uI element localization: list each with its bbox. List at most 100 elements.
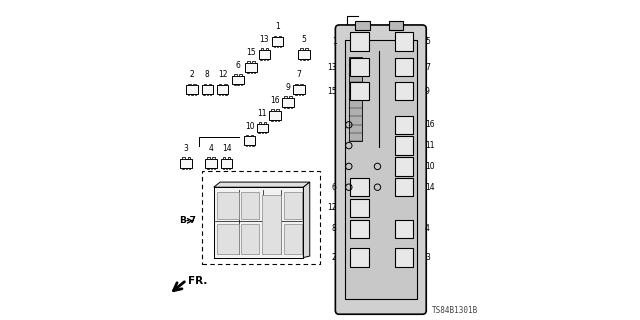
- Text: 11: 11: [425, 141, 435, 150]
- Bar: [246, 145, 247, 146]
- Text: 8: 8: [205, 70, 210, 79]
- Bar: [193, 84, 196, 85]
- Bar: [241, 224, 259, 254]
- Text: 3: 3: [184, 144, 189, 153]
- Bar: [180, 159, 192, 168]
- Bar: [267, 59, 268, 60]
- Bar: [266, 48, 268, 50]
- Text: 6: 6: [236, 61, 241, 70]
- FancyBboxPatch shape: [335, 25, 426, 314]
- Bar: [244, 136, 255, 145]
- Bar: [394, 82, 413, 100]
- Bar: [295, 94, 297, 95]
- Bar: [284, 192, 302, 219]
- Bar: [298, 50, 310, 59]
- Bar: [219, 94, 220, 95]
- Text: 13: 13: [327, 63, 337, 72]
- Bar: [223, 168, 224, 169]
- Text: 1: 1: [275, 22, 280, 31]
- Text: 7: 7: [425, 63, 430, 72]
- Bar: [289, 96, 292, 98]
- Bar: [202, 171, 320, 264]
- Text: 4: 4: [425, 224, 430, 233]
- Bar: [214, 168, 215, 169]
- Text: 4: 4: [209, 144, 214, 153]
- Bar: [229, 168, 230, 169]
- Bar: [221, 159, 232, 168]
- Bar: [212, 157, 215, 159]
- Text: 12: 12: [218, 70, 227, 79]
- Polygon shape: [214, 182, 310, 187]
- Text: 10: 10: [244, 122, 255, 131]
- Bar: [217, 85, 228, 94]
- Bar: [276, 46, 278, 47]
- Bar: [282, 98, 294, 107]
- Bar: [284, 96, 287, 98]
- Bar: [186, 85, 198, 94]
- Polygon shape: [303, 182, 310, 258]
- Bar: [207, 94, 208, 95]
- Bar: [269, 111, 281, 120]
- Bar: [394, 157, 413, 176]
- Bar: [350, 82, 369, 100]
- Bar: [388, 21, 403, 30]
- Bar: [291, 107, 292, 108]
- Bar: [223, 157, 225, 159]
- Bar: [205, 159, 217, 168]
- Bar: [207, 157, 210, 159]
- Bar: [275, 120, 276, 121]
- Bar: [217, 224, 239, 254]
- Bar: [195, 94, 196, 95]
- Text: 2: 2: [189, 70, 195, 79]
- Bar: [210, 94, 211, 95]
- Bar: [251, 135, 253, 136]
- Bar: [271, 109, 274, 111]
- Bar: [250, 72, 252, 73]
- Bar: [350, 199, 369, 217]
- Text: 1: 1: [332, 37, 337, 46]
- Bar: [280, 46, 282, 47]
- Bar: [284, 224, 302, 254]
- Bar: [237, 84, 239, 85]
- Bar: [182, 157, 185, 159]
- Bar: [394, 220, 413, 238]
- Bar: [284, 107, 285, 108]
- Text: 12: 12: [327, 204, 337, 212]
- Bar: [189, 168, 190, 169]
- Bar: [247, 72, 249, 73]
- Bar: [246, 63, 257, 72]
- Bar: [249, 145, 250, 146]
- Bar: [259, 50, 270, 59]
- Bar: [191, 94, 193, 95]
- Bar: [259, 132, 260, 133]
- Bar: [278, 120, 279, 121]
- Bar: [241, 84, 242, 85]
- Bar: [217, 192, 239, 219]
- Bar: [394, 58, 413, 76]
- Text: 11: 11: [258, 109, 267, 118]
- Bar: [300, 59, 301, 60]
- Text: TS84B1301B: TS84B1301B: [432, 306, 479, 315]
- Text: 2: 2: [332, 253, 337, 262]
- FancyArrowPatch shape: [188, 219, 193, 223]
- Bar: [307, 59, 308, 60]
- Bar: [355, 21, 369, 30]
- Text: 8: 8: [332, 224, 337, 233]
- Bar: [274, 36, 276, 37]
- Text: 15: 15: [327, 87, 337, 96]
- Text: 16: 16: [270, 96, 280, 105]
- Bar: [214, 187, 303, 258]
- Bar: [234, 74, 237, 76]
- Bar: [349, 57, 362, 141]
- Bar: [241, 192, 259, 219]
- Bar: [226, 168, 227, 169]
- Bar: [345, 40, 417, 299]
- Bar: [394, 248, 413, 267]
- Bar: [257, 124, 268, 132]
- Bar: [350, 58, 369, 76]
- Bar: [211, 168, 212, 169]
- Bar: [276, 109, 279, 111]
- Bar: [228, 157, 230, 159]
- Text: FR.: FR.: [188, 276, 207, 286]
- Bar: [394, 178, 413, 196]
